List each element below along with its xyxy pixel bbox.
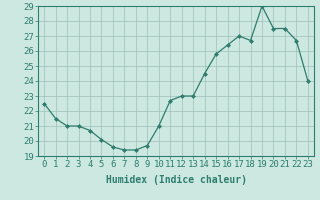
- X-axis label: Humidex (Indice chaleur): Humidex (Indice chaleur): [106, 175, 246, 185]
